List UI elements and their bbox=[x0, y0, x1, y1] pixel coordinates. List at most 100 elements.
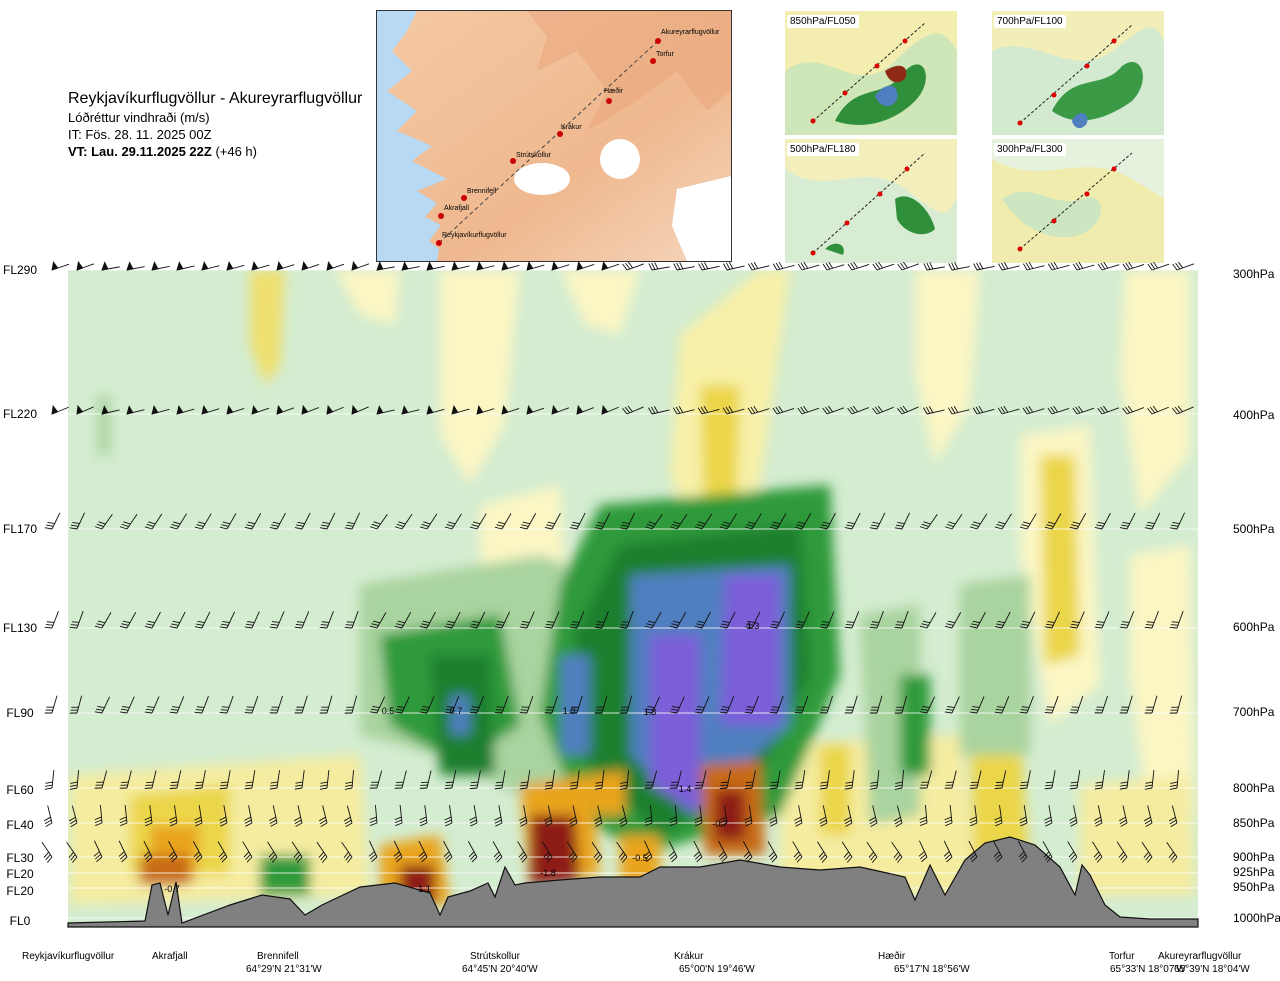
wind-barb bbox=[919, 612, 937, 629]
wind-barb bbox=[894, 695, 908, 714]
wind-barb bbox=[722, 405, 745, 415]
wind-barb bbox=[419, 696, 435, 714]
wind-barb bbox=[622, 405, 644, 415]
wind-barb bbox=[972, 405, 995, 415]
wind-barb bbox=[1069, 695, 1084, 714]
wind-barb bbox=[242, 841, 253, 863]
location-name-2: Brennifell bbox=[257, 951, 299, 962]
wind-barb bbox=[301, 404, 319, 415]
wind-barb bbox=[718, 840, 728, 863]
wind-barb bbox=[794, 805, 803, 827]
contour-label-5: 1.4 bbox=[679, 784, 692, 794]
mini-map-500[interactable]: 500hPa/FL180 bbox=[785, 139, 957, 263]
wind-barb bbox=[51, 260, 70, 271]
wind-barb bbox=[469, 770, 481, 790]
wind-barb bbox=[69, 610, 84, 629]
wind-barb bbox=[969, 696, 985, 714]
wind-barb bbox=[169, 696, 185, 714]
wind-barb bbox=[894, 610, 909, 629]
wind-barb bbox=[772, 261, 795, 271]
wind-barb bbox=[119, 805, 128, 827]
wind-barb bbox=[369, 770, 383, 789]
wind-barb bbox=[444, 770, 457, 789]
wind-barb bbox=[176, 261, 195, 271]
glacier-vatnajokull bbox=[672, 176, 731, 261]
wind-barb bbox=[294, 770, 305, 790]
wind-barb bbox=[1147, 261, 1170, 271]
wind-barb bbox=[394, 513, 413, 530]
map-label-brennifell: Brennifell bbox=[467, 188, 497, 195]
mini-map-700[interactable]: 700hPa/FL100 bbox=[992, 11, 1164, 135]
wind-barb bbox=[994, 805, 1003, 827]
wind-barb bbox=[844, 770, 855, 790]
fl-label-0: FL290 bbox=[2, 263, 38, 277]
wind-barb bbox=[544, 770, 555, 790]
wind-barb bbox=[344, 610, 359, 629]
wind-barb bbox=[648, 406, 670, 415]
wind-barb bbox=[1044, 513, 1062, 530]
wind-barb bbox=[919, 513, 938, 530]
wind-barb bbox=[394, 805, 403, 827]
wind-barb bbox=[669, 513, 688, 530]
wind-barb bbox=[393, 840, 403, 863]
wind-barb bbox=[426, 261, 445, 271]
map-point-akrafjall bbox=[438, 213, 444, 219]
location-name-7: Akureyrarflugvöllur bbox=[1158, 951, 1242, 962]
wind-barb bbox=[673, 262, 695, 271]
wind-barb bbox=[194, 770, 206, 790]
fl-label-5: FL60 bbox=[6, 783, 34, 797]
wind-barb bbox=[276, 404, 295, 415]
wind-barb bbox=[426, 405, 445, 415]
location-coord-4: 65°00'N 19°46'W bbox=[679, 964, 755, 975]
wind-barb bbox=[569, 611, 585, 629]
wind-barb bbox=[998, 262, 1020, 271]
fl-label-9: FL20 bbox=[6, 884, 34, 898]
wind-barb bbox=[669, 696, 685, 714]
wind-barb bbox=[244, 611, 260, 629]
wind-barb bbox=[869, 770, 880, 790]
fl-label-1: FL220 bbox=[2, 407, 38, 421]
mini-map-300[interactable]: 300hPa/FL300 bbox=[992, 139, 1164, 263]
wind-barb bbox=[841, 841, 853, 863]
wind-barb bbox=[217, 841, 228, 863]
wind-barb bbox=[844, 695, 858, 714]
wind-barb bbox=[369, 805, 378, 827]
wind-barb bbox=[1022, 262, 1045, 271]
wind-barb bbox=[169, 770, 182, 789]
wind-barb bbox=[351, 404, 369, 415]
wind-barb bbox=[144, 611, 161, 629]
wind-barb bbox=[997, 405, 1020, 415]
wind-barb bbox=[616, 841, 628, 863]
hpa-label-10: 1000hPa bbox=[1233, 911, 1280, 925]
wind-barb bbox=[1047, 405, 1070, 415]
wind-barb bbox=[819, 695, 833, 714]
wind-barb bbox=[969, 805, 978, 827]
wind-barb bbox=[219, 513, 237, 530]
wind-barb bbox=[767, 841, 778, 863]
map-point-krakur bbox=[557, 131, 563, 137]
wind-barb bbox=[744, 770, 756, 790]
wind-barb bbox=[566, 841, 578, 863]
wind-barb bbox=[194, 696, 209, 714]
wind-barb bbox=[76, 260, 95, 271]
location-name-6: Torfur bbox=[1109, 951, 1135, 962]
wind-barb bbox=[619, 695, 633, 714]
wind-barb bbox=[769, 611, 786, 629]
wind-barb bbox=[944, 513, 963, 530]
wind-barb bbox=[476, 404, 495, 415]
mini-map-700-svg bbox=[992, 11, 1164, 135]
route-map[interactable]: Akureyrarflugvöllur Torfur Hæðir Krákur … bbox=[376, 10, 732, 262]
wind-barb bbox=[1122, 261, 1145, 271]
wind-barb bbox=[994, 513, 1012, 530]
wind-barb bbox=[526, 404, 545, 415]
wind-barb bbox=[244, 695, 259, 714]
wind-barb bbox=[219, 770, 231, 790]
wind-barb bbox=[294, 512, 311, 530]
field-layer bbox=[68, 270, 1198, 925]
wind-barb bbox=[1119, 770, 1130, 790]
wind-barb bbox=[869, 805, 878, 828]
wind-barb bbox=[316, 841, 328, 863]
mini-map-850[interactable]: 850hPa/FL050 bbox=[785, 11, 957, 135]
wind-barb bbox=[822, 405, 845, 415]
wind-barb bbox=[1116, 841, 1128, 863]
